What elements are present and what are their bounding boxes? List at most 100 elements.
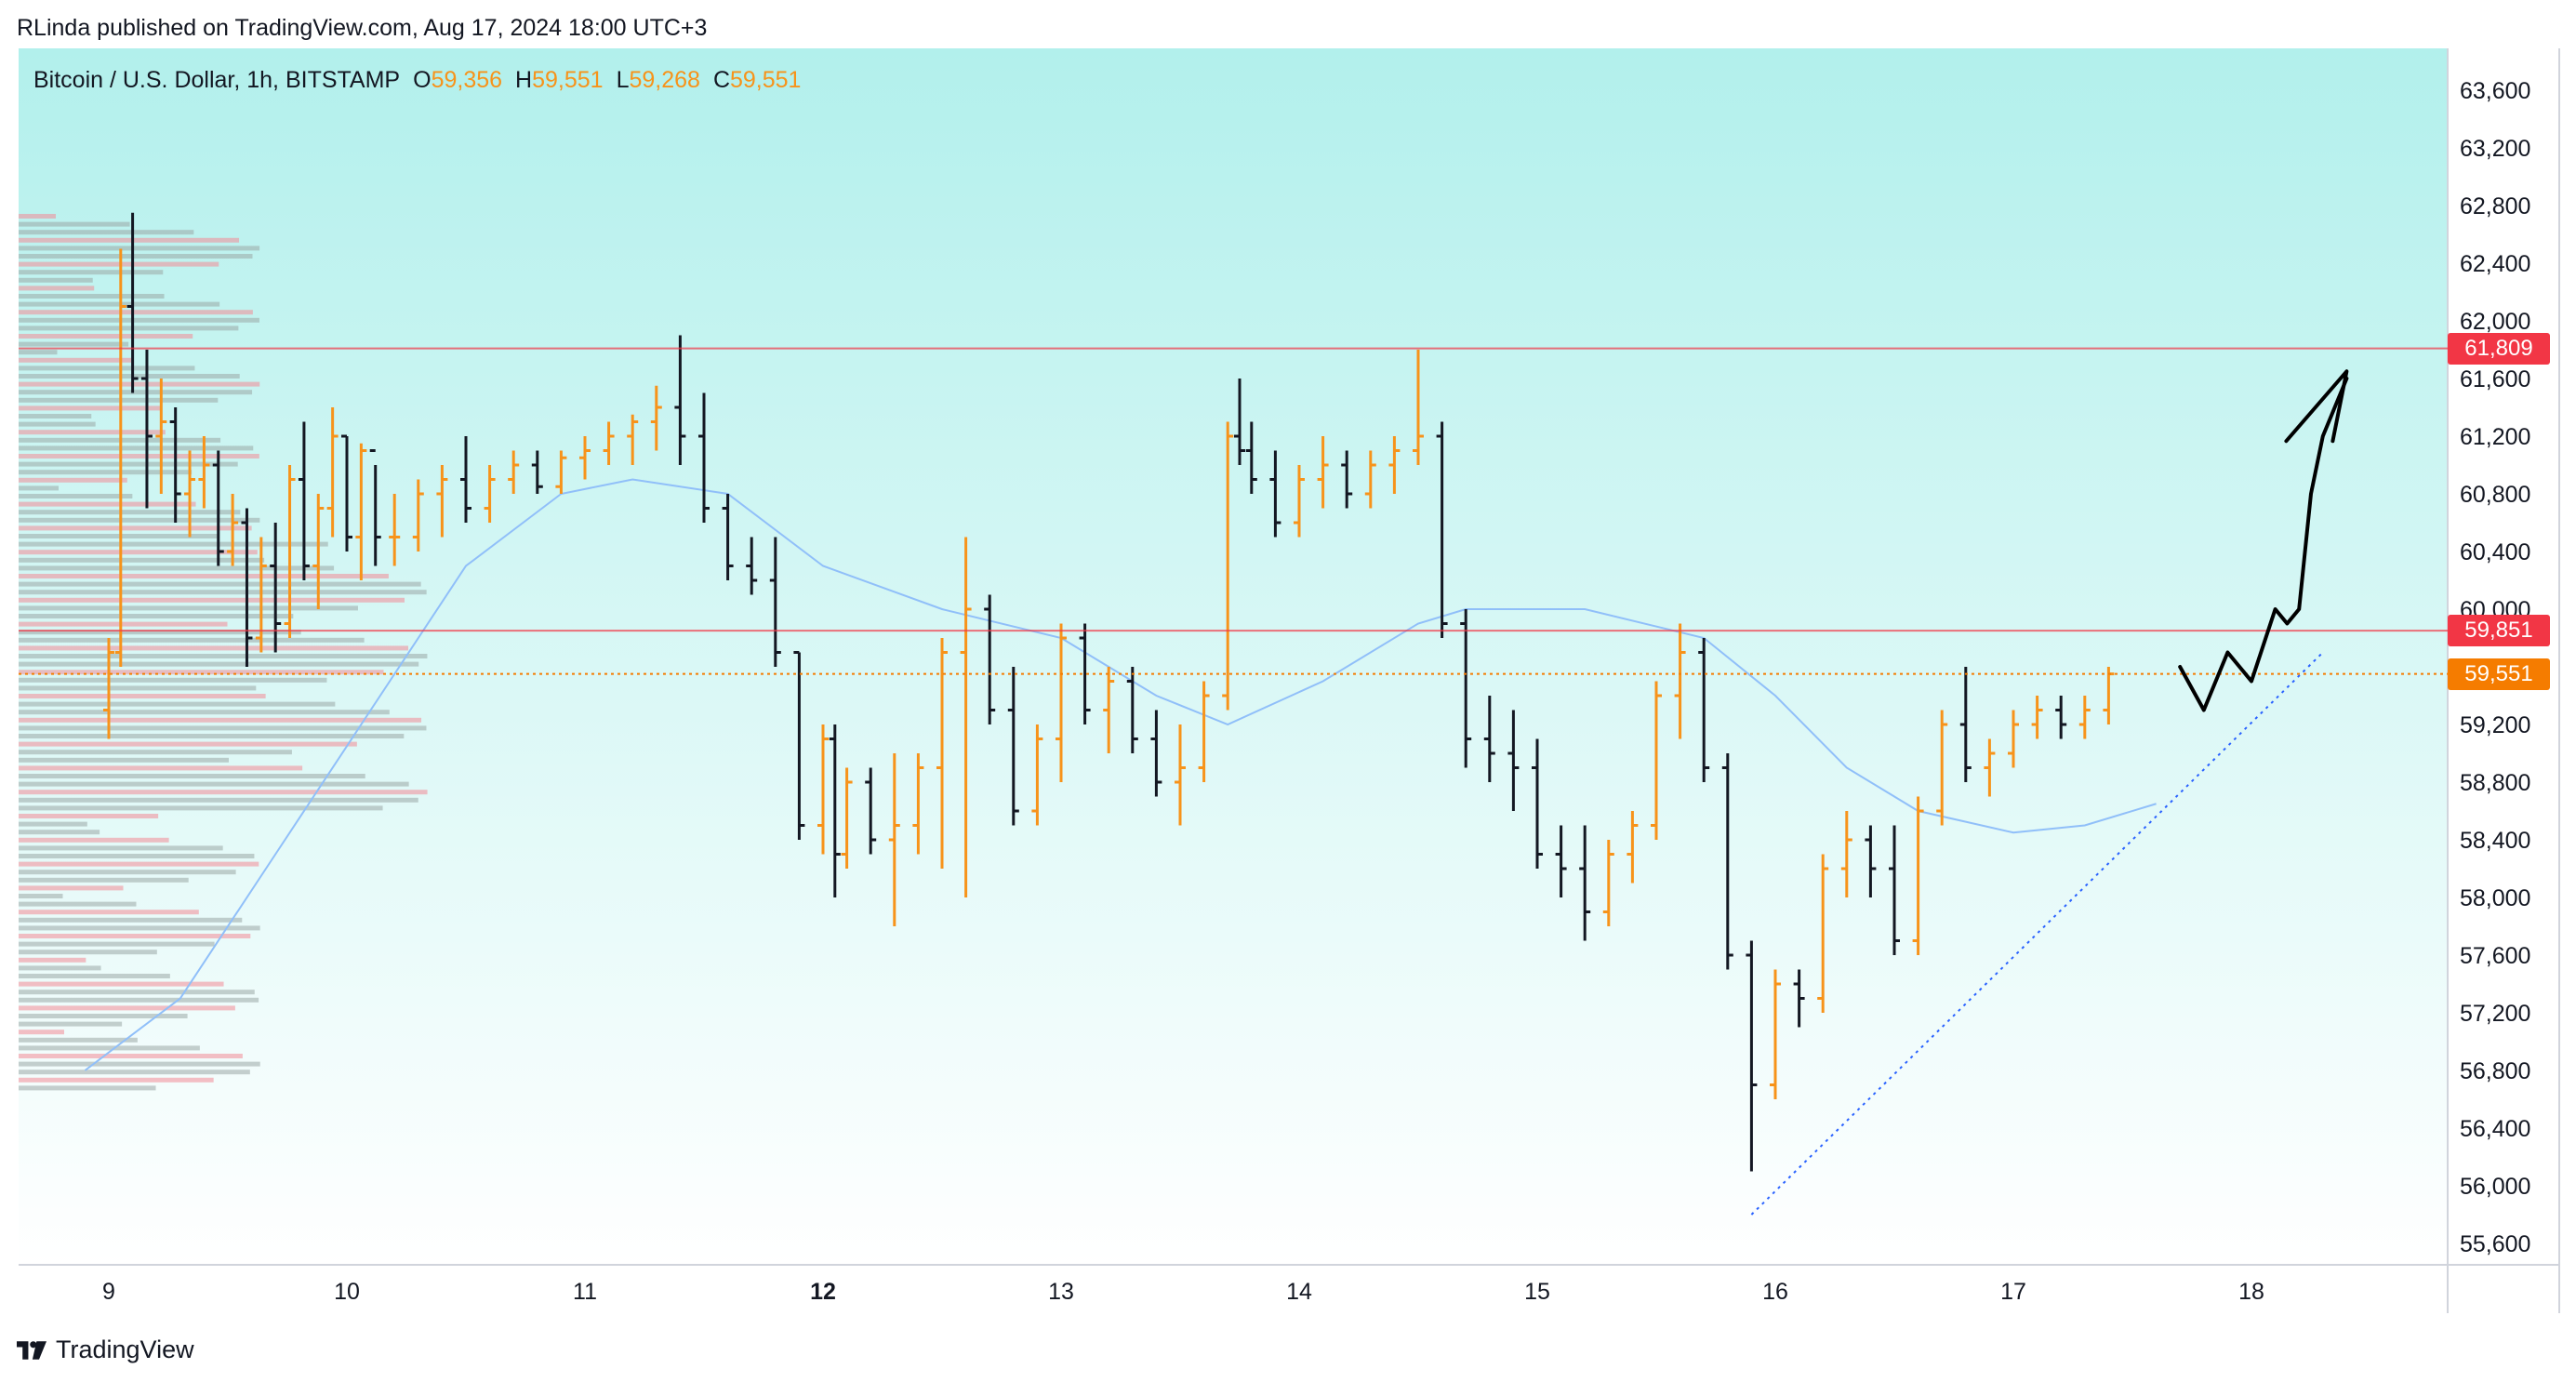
ohlc-bar: [212, 450, 224, 566]
ohlc-bar: [389, 494, 401, 566]
ohlc-bar: [984, 594, 996, 724]
volume-profile-bar: [19, 261, 219, 267]
brand-name: TradingView: [56, 1335, 194, 1363]
price-tick-label: 57,600: [2460, 943, 2530, 969]
ohlc-bar: [2055, 696, 2067, 739]
ohlc-bar: [1413, 350, 1424, 465]
volume-profile-bar: [19, 694, 266, 698]
volume-profile-bar: [19, 1005, 235, 1011]
volume-profile-bar: [19, 821, 87, 827]
volume-profile-bar: [19, 581, 421, 587]
ohlc-bar: [1936, 710, 1948, 826]
tradingview-brand: TradingView: [17, 1335, 194, 1364]
price-tick-label: 58,400: [2460, 828, 2530, 854]
volume-profile-bar: [19, 1070, 250, 1075]
moving-average-line: [84, 478, 2157, 1071]
volume-profile-bar: [19, 477, 127, 483]
ohlc-bar: [1317, 436, 1329, 509]
publisher-line: RLinda published on TradingView.com, Aug…: [17, 15, 708, 41]
ohlc-bar: [1532, 738, 1543, 869]
volume-profile-bar: [19, 774, 365, 778]
ohlc-bar: [936, 638, 948, 869]
volume-profile-bar: [19, 317, 259, 323]
volume-profile-bar: [19, 214, 56, 219]
volume-profile-bar: [19, 614, 294, 618]
volume-profile-bar: [19, 677, 327, 683]
open-label: O: [413, 67, 432, 93]
volume-profile-bar: [19, 1014, 188, 1018]
volume-profile-bar: [19, 350, 58, 355]
high-label: H: [515, 67, 533, 93]
ohlc-bar: [298, 421, 310, 580]
volume-profile-bar: [19, 830, 100, 835]
ohlc-bar: [865, 767, 877, 855]
ohlc-bar: [369, 449, 381, 566]
volume-profile-bar: [19, 565, 335, 571]
price-tick-label: 62,400: [2460, 251, 2530, 277]
time-tick-label: 16: [1762, 1279, 1788, 1305]
ohlc-bar: [722, 494, 734, 580]
symbol-title: Bitcoin / U.S. Dollar, 1h, BITSTAMP: [33, 67, 401, 93]
ohlc-bar: [1245, 421, 1257, 494]
volume-profile-bar: [19, 934, 251, 938]
ohlc-bar: [255, 537, 267, 653]
time-tick-label: 15: [1524, 1279, 1550, 1305]
ohlc-bar: [1234, 379, 1245, 465]
ohlc-bar: [674, 335, 686, 465]
volume-profile-bar: [19, 805, 383, 811]
volume-profile-bar: [19, 981, 224, 987]
ohlc-bar: [579, 436, 591, 480]
volume-profile-bar: [19, 230, 194, 235]
open-value: 59,356: [431, 67, 503, 93]
volume-profile-bar: [19, 301, 220, 307]
time-tick-label: 12: [810, 1279, 836, 1305]
ohlc-bar: [484, 465, 496, 523]
volume-profile-bar: [19, 685, 257, 691]
volume-profile-bar: [19, 901, 137, 907]
volume-profile-bar: [19, 1030, 64, 1035]
ohlc-bar: [1674, 623, 1686, 739]
time-tick-label: 18: [2238, 1279, 2264, 1305]
volume-profile-bar: [19, 837, 169, 843]
volume-profile-bar: [19, 286, 95, 291]
ohlc-bar: [1056, 623, 1067, 782]
volume-profile-bar: [19, 254, 253, 259]
ohlc-bar: [412, 479, 424, 551]
volume-profile-bar: [19, 621, 228, 627]
time-tick-label: 10: [334, 1279, 360, 1305]
low-value: 59,268: [629, 67, 700, 93]
volume-profile-bar: [19, 605, 358, 611]
volume-profile-bar: [19, 630, 301, 635]
ohlc-bar: [2008, 710, 2019, 768]
price-tick-label: 62,000: [2460, 309, 2530, 335]
ohlc-bar: [1912, 796, 1924, 955]
volume-profile-bar: [19, 574, 389, 578]
price-tick-label: 60,800: [2460, 482, 2530, 508]
projection-path: [2178, 377, 2349, 712]
ohlc-bar: [769, 537, 781, 667]
ohlc-bar: [184, 450, 196, 538]
volume-profile-bar: [19, 950, 157, 955]
high-value: 59,551: [532, 67, 604, 93]
price-tick-label: 56,400: [2460, 1116, 2530, 1142]
ohlc-bar: [1103, 667, 1115, 753]
volume-profile-bar: [19, 925, 260, 931]
volume-profile-bar: [19, 270, 164, 275]
volume-profile-bar: [19, 710, 390, 715]
projection-arrowhead: [2284, 369, 2349, 444]
price-tag-resistance-high: 61,809: [2448, 332, 2550, 365]
tradingview-logo-icon: [17, 1340, 46, 1360]
volume-profile-bar: [19, 421, 96, 427]
ohlc-bar: [1269, 450, 1281, 538]
volume-profile-bar: [19, 741, 357, 747]
ohlc-bar: [841, 767, 853, 869]
low-label: L: [616, 67, 630, 93]
volume-profile-bar: [19, 661, 419, 667]
ohlc-bar: [1364, 450, 1376, 509]
volume-profile-bar: [19, 1021, 123, 1027]
volume-profile-bar: [19, 990, 255, 995]
ohlc-bar: [1793, 969, 1805, 1028]
ohlc-bar: [960, 537, 972, 897]
projection-drawing: [2178, 369, 2349, 712]
